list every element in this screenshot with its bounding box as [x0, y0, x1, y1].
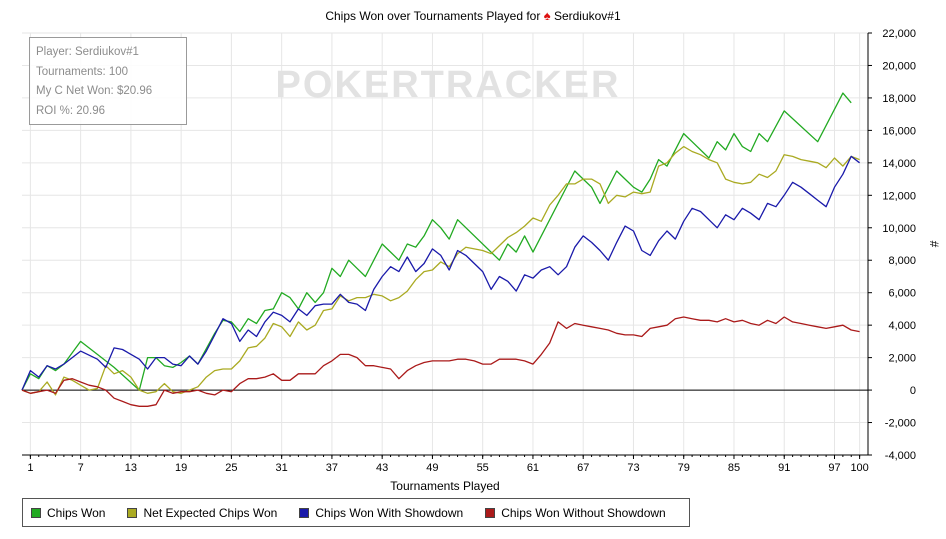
- spade-icon: ♠: [543, 8, 551, 23]
- series-line-net-expected-chips-won: [21, 145, 860, 396]
- x-tick-label: 49: [426, 462, 438, 474]
- y-tick-label: -2,000: [885, 418, 916, 430]
- y-tick-label: 22,000: [882, 28, 916, 40]
- y-tick-label: -4,000: [885, 450, 916, 462]
- x-tick-label: 43: [376, 462, 388, 474]
- x-tick-label: 37: [326, 462, 338, 474]
- y-tick-label: 18,000: [882, 93, 916, 105]
- y-tick-label: 6,000: [888, 288, 916, 300]
- x-tick-label: 85: [728, 462, 740, 474]
- x-tick-label: 67: [577, 462, 589, 474]
- y-tick-label: 16,000: [882, 125, 916, 137]
- info-tournaments: Tournaments: 100: [36, 65, 129, 78]
- legend-item-net-expected[interactable]: Net Expected Chips Won: [127, 506, 277, 520]
- legend-label: Net Expected Chips Won: [143, 505, 278, 520]
- series-line-chips-won: [21, 92, 852, 391]
- legend: Chips Won Net Expected Chips Won Chips W…: [22, 498, 690, 527]
- watermark: POKERTRACKER: [276, 64, 621, 106]
- legend-label: Chips Won Without Showdown: [501, 505, 666, 520]
- x-tick-label: 55: [477, 462, 489, 474]
- legend-swatch-net-expected: [127, 507, 138, 518]
- x-tick-label: 31: [276, 462, 288, 474]
- chart-title: Chips Won over Tournaments Played for ♠ …: [0, 8, 946, 23]
- y-tick-label: 4,000: [888, 320, 916, 332]
- x-tick-label: 13: [125, 462, 137, 474]
- y-tick-label: 10,000: [882, 223, 916, 235]
- chart-title-player: Serdiukov#1: [553, 9, 621, 23]
- x-tick-label: 19: [175, 462, 187, 474]
- legend-item-chips-won[interactable]: Chips Won: [31, 506, 105, 520]
- x-tick-label: 79: [678, 462, 690, 474]
- grid-lines: [22, 32, 868, 456]
- series-line-chips-won-with-showdown: [21, 155, 860, 391]
- y-tick-label: 14,000: [882, 158, 916, 170]
- y-axis-ticks: -4,000 -2,000 0 2,000 4,000 6,000 8,000 10,000 1…: [868, 28, 916, 462]
- x-tick-label: 73: [627, 462, 639, 474]
- x-tick-label: 97: [828, 462, 840, 474]
- x-axis-ticks: 1 7 13 19 25 31 37 43 49 55 61 67 73 79 85 91 97 100: [27, 455, 869, 474]
- y-tick-label: 2,000: [888, 353, 916, 365]
- axes: [22, 33, 869, 456]
- series-lines: [21, 92, 860, 407]
- x-tick-label: 91: [778, 462, 790, 474]
- x-tick-label: 25: [225, 462, 237, 474]
- info-player: Player: Serdiukov#1: [36, 46, 139, 58]
- y-tick-label: 12,000: [882, 190, 916, 202]
- legend-swatch-chips-won: [31, 507, 41, 518]
- legend-swatch-with-showdown: [299, 507, 310, 518]
- info-net-won: My C Net Won: $20.96: [36, 85, 153, 97]
- legend-swatch-without-showdown: [485, 507, 496, 518]
- info-roi: ROI %: 20.96: [36, 104, 106, 117]
- x-tick-label: 100: [850, 462, 868, 474]
- y-tick-label: 0: [910, 385, 916, 397]
- chart-title-text: Chips Won over Tournaments Played for: [325, 9, 541, 23]
- x-axis-label: Tournaments Played: [390, 479, 499, 493]
- legend-item-with-showdown[interactable]: Chips Won With Showdown: [299, 506, 463, 520]
- legend-label: Chips Won: [47, 505, 106, 520]
- y-tick-label: 20,000: [882, 60, 916, 72]
- x-tick-label: 61: [527, 462, 539, 474]
- x-tick-label: 1: [27, 462, 33, 474]
- x-tick-label: 7: [78, 462, 84, 474]
- legend-label: Chips Won With Showdown: [315, 505, 464, 520]
- y-tick-label: 8,000: [888, 255, 916, 267]
- stats-info-box: Player: Serdiukov#1 Tournaments: 100 My …: [29, 37, 187, 125]
- legend-item-without-showdown[interactable]: Chips Won Without Showdown: [485, 506, 666, 520]
- y-axis-label: #: [927, 241, 941, 248]
- series-line-chips-won-without-showdown: [21, 316, 860, 407]
